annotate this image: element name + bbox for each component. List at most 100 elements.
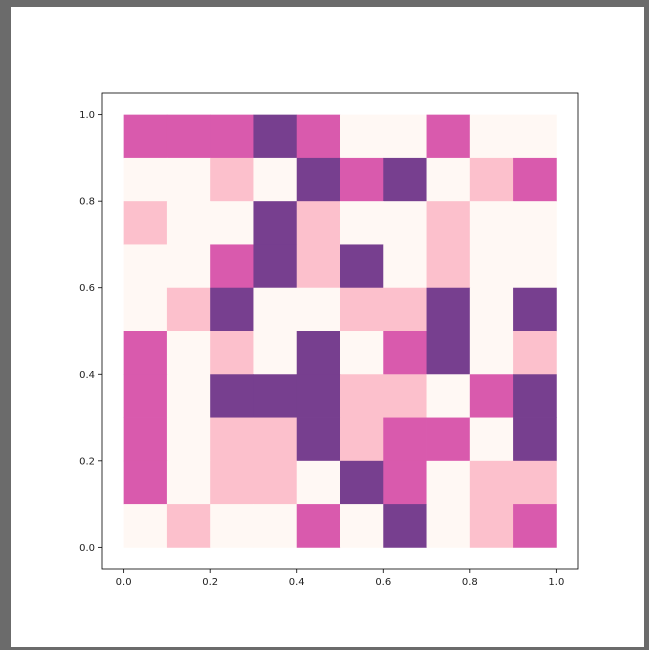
heatmap-cell-r3-c0 [123,244,168,289]
heatmap-cell-r7-c6 [383,417,427,462]
heatmap-cell-r9-c7 [426,504,471,548]
heatmap-cell-r5-c6 [383,331,427,375]
heatmap-cell-r3-c2 [210,244,254,289]
heatmap-cell-r1-c1 [166,157,211,202]
heatmap-cell-r1-c4 [296,157,341,202]
y-tick-label: 0.6 [79,283,95,294]
heatmap-cell-r6-c4 [296,374,341,418]
heatmap-cell-r0-c3 [253,114,298,159]
y-tick-label: 1.0 [79,110,95,121]
heatmap-cell-r1-c3 [253,157,298,202]
heatmap-cell-r7-c7 [426,417,471,462]
heatmap-cell-r4-c0 [123,287,168,332]
heatmap-cell-r2-c3 [253,201,298,245]
heatmap-cell-r7-c1 [166,417,211,462]
heatmap-cell-r7-c3 [253,417,298,462]
heatmap-cell-r0-c1 [166,114,211,159]
y-tick-label: 0.4 [79,370,95,381]
heatmap-cell-r5-c0 [123,331,168,375]
y-tick-label: 0.0 [79,543,95,554]
heatmap-cell-r4-c1 [166,287,211,332]
heatmap-cell-r6-c7 [426,374,471,418]
heatmap-cell-r1-c2 [210,157,254,202]
heatmap-cell-r5-c7 [426,331,471,375]
heatmap-cell-r0-c9 [513,114,557,159]
x-tick-label: 0.4 [289,577,305,588]
heatmap-cell-r7-c4 [296,417,341,462]
heatmap-cell-r8-c0 [123,460,168,505]
heatmap-cell-r7-c8 [469,417,514,462]
heatmap-cell-r9-c2 [210,504,254,548]
x-tick-label: 0.8 [462,577,478,588]
heatmap-cell-r4-c3 [253,287,298,332]
heatmap-cell-r3-c8 [469,244,514,289]
x-tick-label: 0.2 [202,577,218,588]
heatmap-cell-r1-c6 [383,157,427,202]
heatmap-cell-r0-c4 [296,114,341,159]
heatmap-cell-r4-c2 [210,287,254,332]
heatmap-cell-r3-c9 [513,244,557,289]
heatmap-cell-r6-c2 [210,374,254,418]
heatmap-cell-r9-c0 [123,504,168,548]
heatmap-cell-r9-c5 [340,504,384,548]
heatmap-cell-r5-c9 [513,331,557,375]
heatmap-cell-r9-c6 [383,504,427,548]
heatmap-cell-r3-c1 [166,244,211,289]
heatmap-cell-r6-c3 [253,374,298,418]
heatmap-cell-r4-c5 [340,287,384,332]
heatmap-cell-r6-c6 [383,374,427,418]
heatmap-cell-r7-c5 [340,417,384,462]
heatmap-cell-r5-c8 [469,331,514,375]
heatmap-cell-r0-c5 [340,114,384,159]
heatmap-cell-r2-c7 [426,201,471,245]
heatmap-cell-r4-c9 [513,287,557,332]
heatmap-cell-r8-c5 [340,460,384,505]
x-tick-label: 1.0 [548,577,564,588]
heatmap-cell-r3-c5 [340,244,384,289]
y-tick-label: 0.2 [79,456,95,467]
heatmap-cell-r8-c3 [253,460,298,505]
heatmap-cell-r6-c1 [166,374,211,418]
y-axis: 0.0 0.2 0.4 0.6 0.8 1.0 [79,110,102,554]
heatmap-cell-r5-c2 [210,331,254,375]
heatmap-cell-r3-c6 [383,244,427,289]
heatmap-cell-r6-c8 [469,374,514,418]
heatmap-cells [123,114,557,548]
heatmap-cell-r8-c6 [383,460,427,505]
heatmap-cell-r9-c4 [296,504,341,548]
heatmap-cell-r0-c2 [210,114,254,159]
heatmap-cell-r2-c2 [210,201,254,245]
heatmap-cell-r1-c8 [469,157,514,202]
heatmap-cell-r8-c1 [166,460,211,505]
heatmap-cell-r2-c4 [296,201,341,245]
y-tick-label: 0.8 [79,197,95,208]
heatmap-cell-r2-c9 [513,201,557,245]
heatmap-cell-r9-c3 [253,504,298,548]
heatmap-cell-r4-c4 [296,287,341,332]
heatmap-cell-r0-c6 [383,114,427,159]
heatmap-cell-r9-c1 [166,504,211,548]
heatmap-cell-r2-c6 [383,201,427,245]
axes-frame [101,92,579,570]
heatmap-cell-r2-c8 [469,201,514,245]
heatmap-cell-r3-c3 [253,244,298,289]
x-axis: 0.0 0.2 0.4 0.6 0.8 1.0 [116,569,564,588]
heatmap-cell-r2-c0 [123,201,168,245]
x-tick-label: 0.0 [116,577,132,588]
heatmap-cell-r1-c0 [123,157,168,202]
heatmap-cell-r2-c5 [340,201,384,245]
heatmap-cell-r8-c4 [296,460,341,505]
heatmap-cell-r8-c7 [426,460,471,505]
heatmap-cell-r7-c2 [210,417,254,462]
heatmap-cell-r1-c5 [340,157,384,202]
heatmap-cell-r9-c8 [469,504,514,548]
heatmap-cell-r7-c9 [513,417,557,462]
heatmap-cell-r2-c1 [166,201,211,245]
heatmap-cell-r9-c9 [513,504,557,548]
heatmap-cell-r8-c9 [513,460,557,505]
heatmap-cell-r8-c2 [210,460,254,505]
heatmap-cell-r0-c7 [426,114,471,159]
heatmap-cell-r8-c8 [469,460,514,505]
heatmap-cell-r4-c6 [383,287,427,332]
